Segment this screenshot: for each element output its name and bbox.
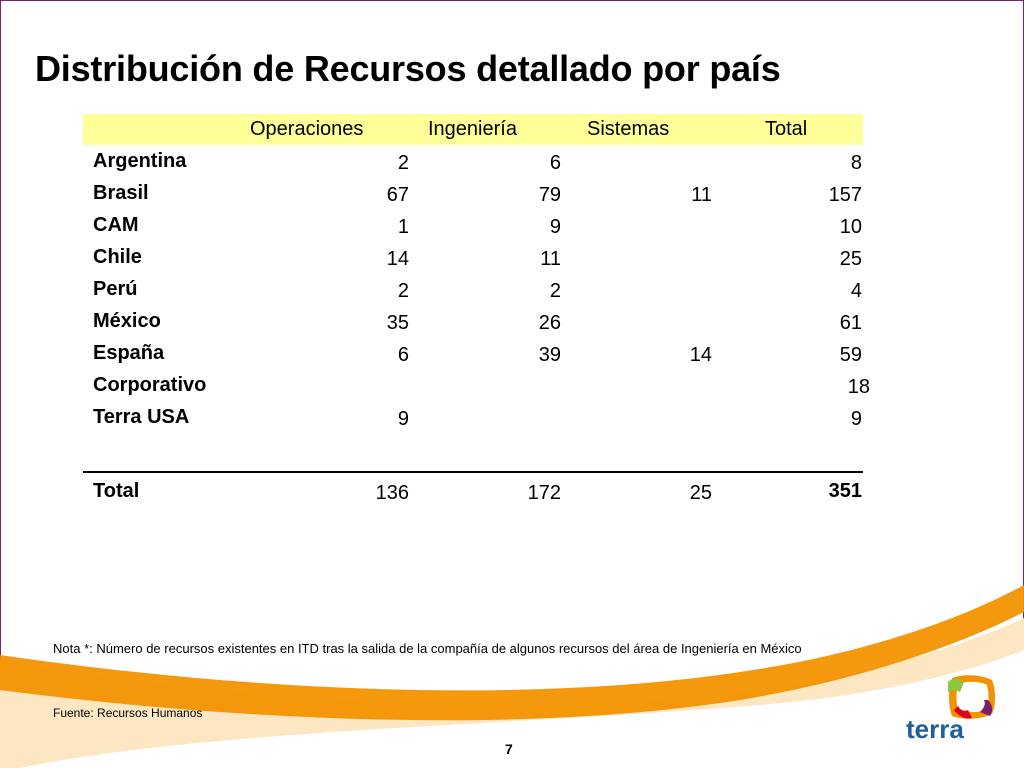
page-number: 7: [505, 741, 513, 757]
cell-ingenieria: 79: [538, 184, 561, 206]
cell-operaciones: 14: [386, 248, 409, 270]
cell-operaciones: 67: [386, 184, 409, 206]
cell-ingenieria: 11: [540, 248, 561, 270]
cell-operaciones: 9: [397, 408, 409, 430]
cell-total: 10: [839, 216, 862, 238]
cell-total: 25: [839, 248, 862, 270]
cell-ingenieria: 39: [538, 344, 561, 366]
total-sistemas: 25: [689, 482, 712, 504]
source-note: Fuente: Recursos Humanos: [53, 706, 203, 720]
row-country: Corporativo: [93, 374, 207, 396]
row-country: Chile: [93, 246, 142, 268]
cell-total: 8: [850, 152, 862, 174]
terra-logo-icon: [948, 675, 995, 719]
cell-sistemas: 14: [689, 344, 712, 366]
cell-total: 61: [839, 312, 862, 334]
footnote: Nota *: Número de recursos existentes en…: [53, 641, 802, 656]
cell-operaciones: 2: [397, 280, 409, 302]
cell-operaciones: 1: [397, 216, 409, 238]
cell-total: 18: [847, 376, 870, 398]
cell-ingenieria: 9: [549, 216, 561, 238]
cell-ingenieria: 26: [538, 312, 561, 334]
total-row-label: Total: [93, 480, 140, 502]
total-ingenieria: 172: [527, 482, 561, 504]
header-total: Total: [765, 118, 808, 140]
total-operaciones: 136: [375, 482, 409, 504]
cell-total: 157: [828, 184, 862, 206]
table-header-band: [83, 114, 863, 145]
cell-operaciones: 2: [397, 152, 409, 174]
row-country: México: [93, 310, 161, 332]
header-operaciones: Operaciones: [250, 118, 364, 140]
row-country: Brasil: [93, 182, 149, 204]
cell-operaciones: 6: [397, 344, 409, 366]
total-divider: [83, 471, 863, 473]
header-ingenieria: Ingeniería: [428, 118, 517, 140]
row-country: CAM: [93, 214, 139, 236]
row-country: Argentina: [93, 150, 187, 172]
cell-total: 59: [839, 344, 862, 366]
cell-operaciones: 35: [386, 312, 409, 334]
cell-sistemas: 11: [691, 184, 712, 206]
total-grand: 351: [828, 480, 862, 502]
page-title: Distribución de Recursos detallado por p…: [35, 48, 781, 89]
row-country: España: [93, 342, 165, 364]
cell-ingenieria: 2: [549, 280, 561, 302]
row-country: Terra USA: [93, 406, 190, 428]
cell-total: 9: [850, 408, 862, 430]
cell-total: 4: [850, 280, 862, 302]
header-sistemas: Sistemas: [587, 118, 670, 140]
terra-logo: terra: [906, 675, 995, 744]
cell-ingenieria: 6: [549, 152, 561, 174]
terra-logo-text: terra: [906, 714, 964, 744]
row-country: Perú: [93, 278, 138, 300]
